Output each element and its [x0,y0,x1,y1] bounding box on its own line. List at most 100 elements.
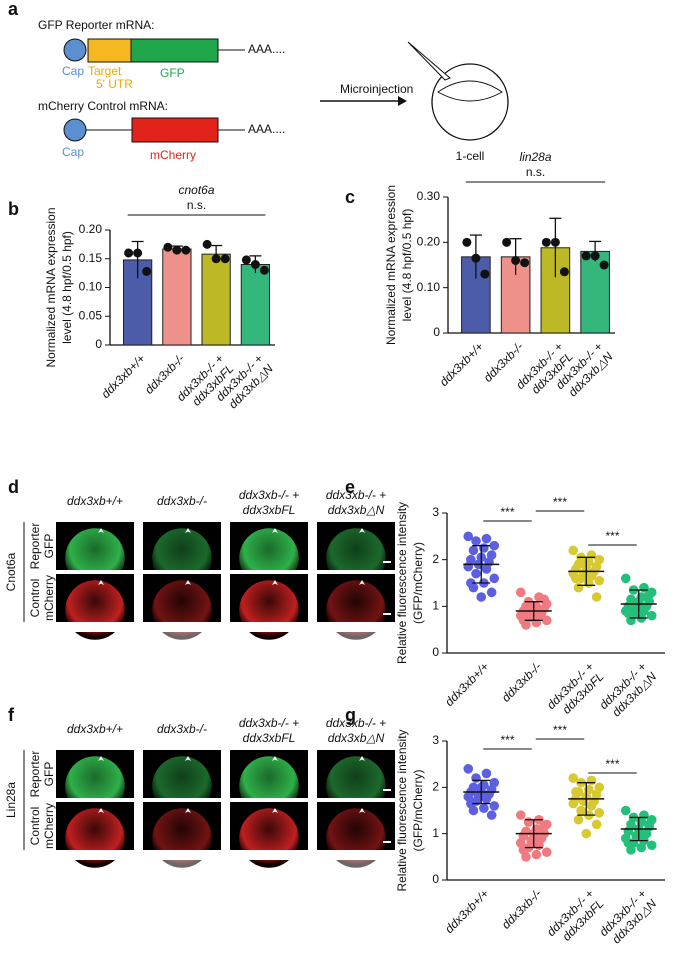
data-point [568,545,579,556]
data-point [463,531,474,542]
data-point [202,239,212,249]
data-point [515,587,526,598]
utr-box [87,38,132,63]
row-label: mCherry [42,803,56,849]
frame-mask [230,622,308,632]
data-point [518,845,529,855]
arrowhead [272,580,278,585]
row-label: mCherry [42,575,56,621]
y-tick-label: 2 [432,552,439,566]
data-point [466,578,476,588]
data-point [481,533,492,544]
data-point [523,817,534,827]
arrowhead [185,580,191,585]
data-point [481,794,492,804]
annotation: n.s. [526,165,545,179]
data-point [531,617,542,628]
chart: 0 0.05 0.10 0.15 0.20 Normalized mRNA express… [44,183,276,411]
annotation: *** [500,733,514,747]
group-label: Lin28a [4,782,18,818]
panel-label: f [8,705,15,725]
diagram: GFP Reporter mRNA: AAA.... Cap Target 5'… [38,18,509,163]
data-point [559,267,569,277]
data-point [463,561,474,572]
data-point [520,258,530,268]
data-point [486,810,497,820]
data-point [571,787,581,797]
column-header: ddx3xb△N [328,503,385,517]
data-point [489,540,500,551]
x-tick-label: ddx3xb+/+ [442,886,492,936]
chart: 0 1 2 3 Relative fluorescence intensity (GFP/… [395,495,665,719]
column-header: ddx3xbFL [243,503,296,517]
cap-label: Cap [62,145,84,159]
group-label: Cnot6a [4,552,18,591]
y-tick-label: 0 [433,325,440,339]
y-axis-label: level (4.8 hpf/0.5 hpf) [60,231,74,344]
data-point [594,575,605,586]
y-axis-label: Relative fluorescence intensity [395,729,409,891]
frame-mask [56,622,134,632]
row-label: Control [28,579,42,618]
annotation: *** [605,757,619,771]
embryo-cell [437,80,503,102]
data-point [471,568,481,579]
y-axis-label: level (4.8 hpf/0.5 hpf) [400,209,414,322]
arrowhead [185,808,191,813]
y-tick-label: 0.20 [79,222,103,236]
frame-mask [230,850,308,860]
y-tick-label: 0.15 [79,251,103,265]
data-point [620,805,631,816]
data-point [620,573,631,584]
data-point [550,237,560,247]
arrowhead [98,528,104,533]
data-point [586,801,597,811]
data-point [471,253,481,263]
gfp-box [130,38,219,63]
annotation: *** [553,495,567,509]
x-tick-label: ddx3xb+/+ [442,659,492,709]
data-point [573,814,584,825]
data-point [511,255,521,265]
chart-title: cnot6a [178,183,214,197]
column-header: ddx3xb-/- + [326,488,386,502]
arrowhead [272,528,278,533]
column-header: ddx3xb-/- + [239,716,299,730]
gfp-label: GFP [160,66,185,80]
data-point [172,245,182,255]
column-header: ddx3xb-/- [157,494,207,508]
data-point [571,573,581,584]
data-point [591,592,602,602]
arrowhead [359,808,365,813]
y-tick-label: 0.10 [79,280,103,294]
data-point [250,260,260,269]
data-point [471,536,481,546]
chart-title: lin28a [519,150,551,164]
data-point [259,265,269,275]
data-point [581,828,592,839]
y-axis-label: Relative fluorescence intensity [395,502,409,664]
y-axis-label: Normalized mRNA expression [44,207,58,367]
target-label: Target [88,64,122,78]
panel-label: c [345,187,355,207]
arrowhead [185,528,191,533]
frame-mask [143,622,221,632]
column-header: ddx3xb△N [328,731,385,745]
data-point [468,545,479,556]
annotation: *** [553,723,567,737]
data-point [576,805,586,816]
data-point [163,242,173,252]
data-point [211,254,221,264]
embryo [431,63,509,141]
tail: AAA.... [248,42,285,56]
column-header: ddx3xb+/+ [67,722,123,736]
x-tick-label: ddx3xb-/- [499,659,544,704]
y-axis-label: (GFP/mCherry) [411,770,425,852]
data-point [646,840,657,851]
y-tick-label: 0 [432,872,439,886]
row-label: Reporter [28,751,42,798]
arrowhead [98,756,104,761]
arrowhead [98,808,104,813]
